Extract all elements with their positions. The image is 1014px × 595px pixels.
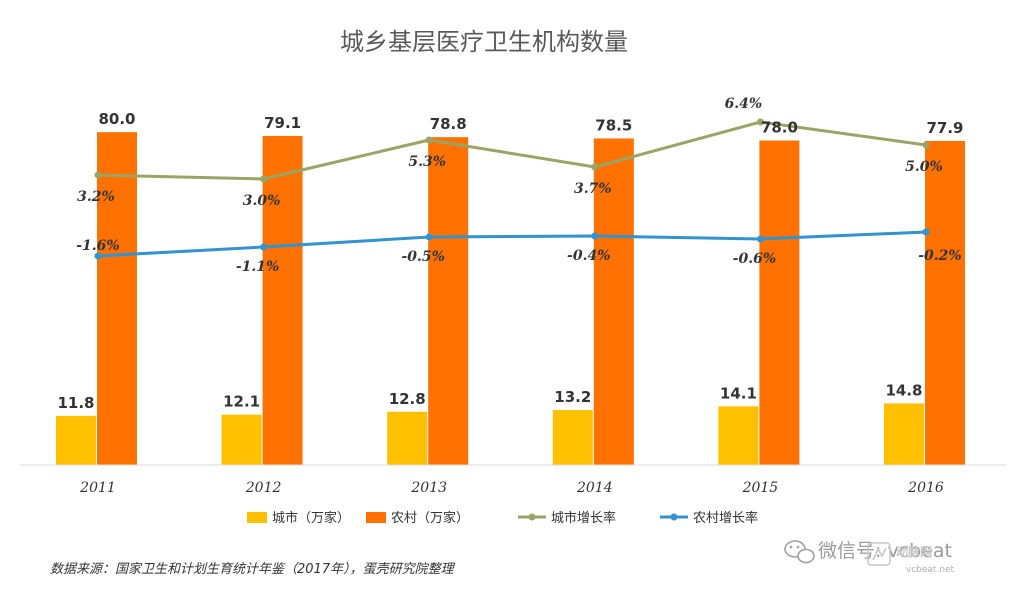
vcbeat-logo-icon bbox=[867, 542, 891, 566]
point-city-rate-2014 bbox=[591, 163, 599, 171]
point-city-rate-2016 bbox=[922, 141, 930, 149]
x-tick-2012: 2012 bbox=[245, 480, 282, 496]
bar-city-2016 bbox=[884, 403, 924, 465]
label-city-rate-2013: 5.3% bbox=[408, 154, 446, 170]
label-city-2016: 14.8 bbox=[885, 381, 922, 399]
label-city-2014: 13.2 bbox=[554, 388, 591, 406]
bar-city-2011 bbox=[56, 415, 96, 465]
point-city-rate-2012 bbox=[260, 175, 268, 183]
x-tick-labels: 2011 2012 2013 2014 2015 2016 bbox=[79, 480, 944, 496]
label-rural-rate-2013: -0.5% bbox=[401, 249, 444, 265]
vcbeat-logo-text: 动脉网 bbox=[896, 544, 932, 559]
bar-city-2012 bbox=[221, 414, 262, 465]
label-city-rate-2011: 3.2% bbox=[77, 189, 115, 205]
label-city-2012: 12.1 bbox=[223, 393, 260, 411]
point-rural-rate-2014 bbox=[591, 232, 599, 240]
label-rural-2016: 77.9 bbox=[926, 119, 963, 137]
x-tick-2011: 2011 bbox=[79, 480, 116, 496]
label-city-rate-2012: 3.0% bbox=[243, 193, 281, 209]
legend: 城市（万家） 农村（万家） 城市增长率 农村增长率 bbox=[247, 510, 758, 526]
point-rural-rate-2015 bbox=[756, 235, 764, 243]
legend-label-rural: 农村（万家） bbox=[391, 510, 469, 526]
x-tick-2016: 2016 bbox=[907, 480, 944, 496]
x-tick-2013: 2013 bbox=[410, 480, 447, 496]
line-rural-rate bbox=[97, 230, 927, 258]
legend-label-city: 城市（万家） bbox=[272, 510, 350, 526]
label-rural-2015: 78.0 bbox=[761, 119, 798, 137]
point-city-rate-2015 bbox=[756, 118, 764, 126]
label-rural-2012: 79.1 bbox=[264, 114, 301, 132]
label-rural-2011: 80.0 bbox=[98, 110, 135, 128]
legend-label-city-rate: 城市增长率 bbox=[551, 510, 616, 526]
point-rural-rate-2011 bbox=[94, 252, 102, 260]
point-city-rate-2013 bbox=[425, 136, 433, 144]
bar-rural-2013 bbox=[428, 137, 469, 465]
label-rural-rate-2015: -0.6% bbox=[733, 251, 776, 267]
bar-rural-2014 bbox=[593, 138, 634, 465]
watermark: 微信号: vcbeat 动脉网 vcbeat.net bbox=[784, 540, 955, 575]
label-rural-rate-2012: -1.1% bbox=[236, 259, 279, 275]
bar-rural-2016 bbox=[925, 140, 965, 465]
legend-swatch-city bbox=[247, 512, 267, 523]
chart-title: 城乡基层医疗卫生机构数量 bbox=[340, 28, 628, 56]
labels-layer: 11.8 80.0 12.1 79.1 12.8 78.8 13.2 78.5 14.1 78.0… bbox=[57, 96, 963, 412]
line-city-rate bbox=[97, 120, 927, 181]
label-rural-2013: 78.8 bbox=[430, 115, 467, 133]
label-rural-2014: 78.5 bbox=[595, 116, 632, 134]
label-city-rate-2015: 6.4% bbox=[725, 96, 763, 112]
lines-layer bbox=[94, 118, 930, 260]
x-tick-2015: 2015 bbox=[742, 480, 779, 496]
vcbeat-site-text: vcbeat.net bbox=[906, 565, 955, 575]
bar-rural-2011 bbox=[97, 132, 137, 465]
source-note: 数据来源：国家卫生和计划生育统计年鉴（2017年），蛋壳研究院整理 bbox=[50, 561, 456, 577]
bar-city-2014 bbox=[552, 410, 593, 465]
legend-marker-rural-rate bbox=[670, 513, 678, 521]
bar-city-2015 bbox=[718, 406, 759, 465]
label-city-2011: 11.8 bbox=[57, 394, 94, 412]
legend-label-rural-rate: 农村增长率 bbox=[693, 510, 758, 526]
bars-layer bbox=[56, 132, 965, 465]
point-city-rate-2011 bbox=[94, 171, 102, 179]
bar-rural-2012 bbox=[262, 135, 303, 465]
point-rural-rate-2012 bbox=[260, 243, 268, 251]
label-rural-rate-2016: -0.2% bbox=[918, 248, 961, 264]
label-rural-rate-2011: -1.6% bbox=[76, 238, 119, 254]
wechat-icon bbox=[784, 540, 815, 564]
legend-marker-city-rate bbox=[528, 513, 536, 521]
label-city-rate-2014: 3.7% bbox=[574, 181, 612, 197]
point-rural-rate-2016 bbox=[922, 228, 930, 236]
label-city-2015: 14.1 bbox=[720, 384, 757, 402]
label-city-2013: 12.8 bbox=[389, 390, 426, 408]
label-rural-rate-2014: -0.4% bbox=[567, 248, 610, 264]
x-tick-2014: 2014 bbox=[576, 480, 613, 496]
label-city-rate-2016: 5.0% bbox=[905, 159, 943, 175]
point-rural-rate-2013 bbox=[425, 233, 433, 241]
bar-city-2013 bbox=[387, 411, 428, 465]
legend-swatch-rural bbox=[366, 512, 386, 523]
bar-rural-2015 bbox=[759, 140, 800, 465]
